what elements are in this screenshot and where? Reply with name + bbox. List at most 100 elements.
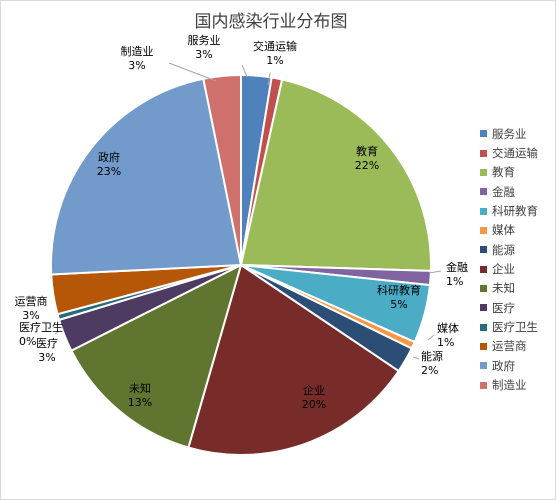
- slice-label-4: 科研教育 5%: [377, 283, 421, 311]
- leader-line-3: [428, 270, 442, 274]
- legend-swatch: [480, 130, 487, 138]
- legend-swatch: [480, 207, 487, 215]
- slice-label-category: 医疗: [36, 336, 58, 350]
- legend-item-11: 运营商: [480, 337, 556, 356]
- legend-label: 交通运输: [492, 146, 538, 161]
- legend-item-5: 媒体: [480, 221, 556, 240]
- slice-label-category: 能源: [421, 349, 443, 363]
- legend-item-2: 教育: [480, 163, 556, 182]
- slice-label-category: 媒体: [437, 321, 459, 335]
- slice-label-2: 教育 22%: [355, 144, 379, 172]
- legend-swatch: [480, 342, 487, 350]
- slice-label-3: 金融 1%: [446, 260, 468, 288]
- slice-label-category: 交通运输: [253, 39, 297, 53]
- legend-item-4: 科研教育: [480, 201, 556, 220]
- legend-label: 服务业: [492, 126, 527, 141]
- legend-label: 媒体: [492, 223, 515, 238]
- legend-swatch: [480, 149, 487, 157]
- slice-label-7: 企业 20%: [302, 383, 326, 411]
- slice-label-percent: 1%: [266, 54, 283, 67]
- legend-label: 医疗卫生: [492, 320, 538, 335]
- legend-item-3: 金融: [480, 182, 556, 201]
- legend-item-9: 医疗: [480, 298, 556, 317]
- slice-label-category: 企业: [303, 383, 325, 397]
- slice-label-percent: 20%: [302, 398, 326, 411]
- legend-label: 制造业: [492, 378, 527, 393]
- slice-label-percent: 3%: [195, 48, 212, 61]
- slice-label-category: 教育: [356, 144, 378, 158]
- legend-label: 教育: [492, 165, 515, 180]
- leader-line-13: [168, 62, 217, 82]
- slice-label-1: 交通运输 1%: [253, 39, 297, 67]
- legend-label: 运营商: [492, 339, 527, 354]
- pie-plot: 服务业 3%交通运输 1%教育 22%金融 1%科研教育 5%媒体 1%能源 2%企业 20%未…: [15, 34, 468, 456]
- slice-label-percent: 22%: [355, 159, 379, 172]
- legend-label: 科研教育: [492, 204, 538, 219]
- legend-swatch: [480, 188, 487, 196]
- legend-label: 企业: [492, 262, 515, 277]
- legend-swatch: [480, 284, 487, 292]
- slice-label-8: 未知 13%: [128, 381, 152, 409]
- legend-item-13: 制造业: [480, 375, 556, 394]
- chart-title: 国内感染行业分布图: [194, 12, 348, 32]
- slice-label-12: 政府 23%: [97, 150, 121, 178]
- legend-swatch: [480, 381, 487, 389]
- pie-slice-13: [202, 73, 242, 266]
- slice-label-0: 服务业 3%: [188, 34, 221, 61]
- slice-label-6: 能源 2%: [421, 349, 443, 377]
- legend-swatch: [480, 304, 487, 312]
- slice-label-percent: 1%: [446, 275, 463, 288]
- legend-swatch: [480, 265, 487, 273]
- slice-label-category: 服务业: [188, 34, 221, 47]
- legend-item-12: 政府: [480, 356, 556, 375]
- slice-label-category: 金融: [446, 260, 468, 274]
- slice-label-category: 政府: [98, 150, 120, 164]
- slice-label-percent: 5%: [390, 298, 407, 311]
- slice-label-category: 运营商: [15, 294, 48, 308]
- slice-label-percent: 1%: [437, 336, 454, 349]
- legend-label: 金融: [492, 184, 515, 199]
- slice-label-category: 未知: [129, 381, 151, 395]
- leader-line-10: [54, 330, 60, 335]
- legend-item-8: 未知: [480, 279, 556, 298]
- legend-swatch: [480, 226, 487, 234]
- slice-label-percent: 13%: [128, 396, 152, 409]
- slice-label-category: 科研教育: [377, 283, 421, 297]
- leader-line-5: [427, 334, 435, 341]
- slice-label-percent: 2%: [421, 364, 438, 377]
- slice-label-10: 医疗卫生 0%: [19, 320, 63, 348]
- legend-label: 能源: [492, 242, 515, 257]
- legend-swatch: [480, 323, 487, 331]
- slice-label-percent: 0%: [19, 335, 36, 348]
- legend: 服务业交通运输教育金融科研教育媒体能源企业未知医疗医疗卫生运营商政府制造业: [480, 124, 556, 395]
- legend-swatch: [480, 168, 487, 176]
- pie-slice-12: [50, 77, 243, 276]
- pie-slice-8: [70, 263, 243, 449]
- slice-label-percent: 3%: [38, 351, 55, 364]
- pie-slice-2: [239, 78, 432, 272]
- slice-label-percent: 3%: [128, 59, 145, 72]
- pie-slice-7: [187, 263, 401, 456]
- slice-label-13: 制造业 3%: [121, 44, 154, 72]
- legend-label: 政府: [492, 358, 515, 373]
- leader-line-0: [241, 64, 248, 78]
- slice-label-percent: 23%: [97, 165, 121, 178]
- legend-label: 未知: [492, 281, 515, 296]
- legend-item-6: 能源: [480, 240, 556, 259]
- legend-swatch: [480, 362, 487, 370]
- legend-item-10: 医疗卫生: [480, 317, 556, 336]
- slice-label-category: 制造业: [121, 44, 154, 58]
- legend-item-0: 服务业: [480, 124, 556, 143]
- slice-label-9: 医疗 3%: [36, 336, 58, 364]
- legend-item-7: 企业: [480, 259, 556, 278]
- leader-line-1: [267, 72, 271, 86]
- slice-label-5: 媒体 1%: [437, 321, 459, 349]
- slice-label-percent: 3%: [22, 309, 39, 322]
- legend-label: 医疗: [492, 300, 515, 315]
- leader-line-6: [412, 356, 420, 360]
- legend-item-1: 交通运输: [480, 143, 556, 162]
- slice-label-11: 运营商 3%: [15, 294, 48, 322]
- legend-swatch: [480, 246, 487, 254]
- slice-label-category: 医疗卫生: [19, 320, 63, 334]
